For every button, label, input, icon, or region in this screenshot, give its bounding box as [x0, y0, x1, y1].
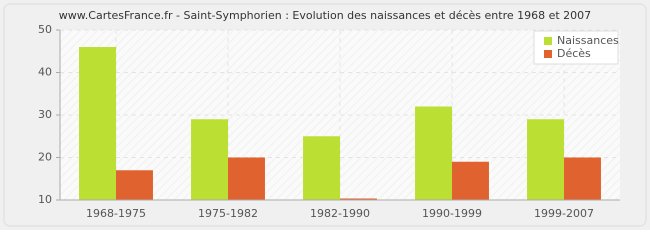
y-tick-label: 30 [38, 108, 52, 121]
bar [564, 157, 601, 200]
y-tick-label: 50 [38, 23, 52, 36]
bar [228, 157, 265, 200]
x-tick-label: 1999-2007 [534, 207, 594, 220]
bar [303, 136, 340, 200]
legend-swatch [544, 50, 552, 58]
y-tick-label: 40 [38, 66, 52, 79]
chart: www.CartesFrance.fr - Saint-Symphorien :… [0, 0, 650, 230]
y-tick-label: 20 [38, 151, 52, 164]
bar [452, 161, 489, 200]
legend-swatch [544, 37, 552, 45]
bar [116, 170, 153, 200]
legend-label: Naissances [557, 34, 619, 47]
x-tick-label: 1968-1975 [86, 207, 146, 220]
bar [191, 119, 228, 200]
bar [527, 119, 564, 200]
y-tick-label: 10 [38, 193, 52, 206]
legend-label: Décès [557, 47, 591, 60]
x-tick-label: 1982-1990 [310, 207, 370, 220]
bar [415, 106, 452, 200]
x-tick-label: 1990-1999 [422, 207, 482, 220]
legend [533, 30, 619, 65]
x-tick-label: 1975-1982 [198, 207, 258, 220]
bar [340, 198, 377, 200]
bar [79, 47, 116, 200]
chart-title: www.CartesFrance.fr - Saint-Symphorien :… [59, 9, 591, 22]
